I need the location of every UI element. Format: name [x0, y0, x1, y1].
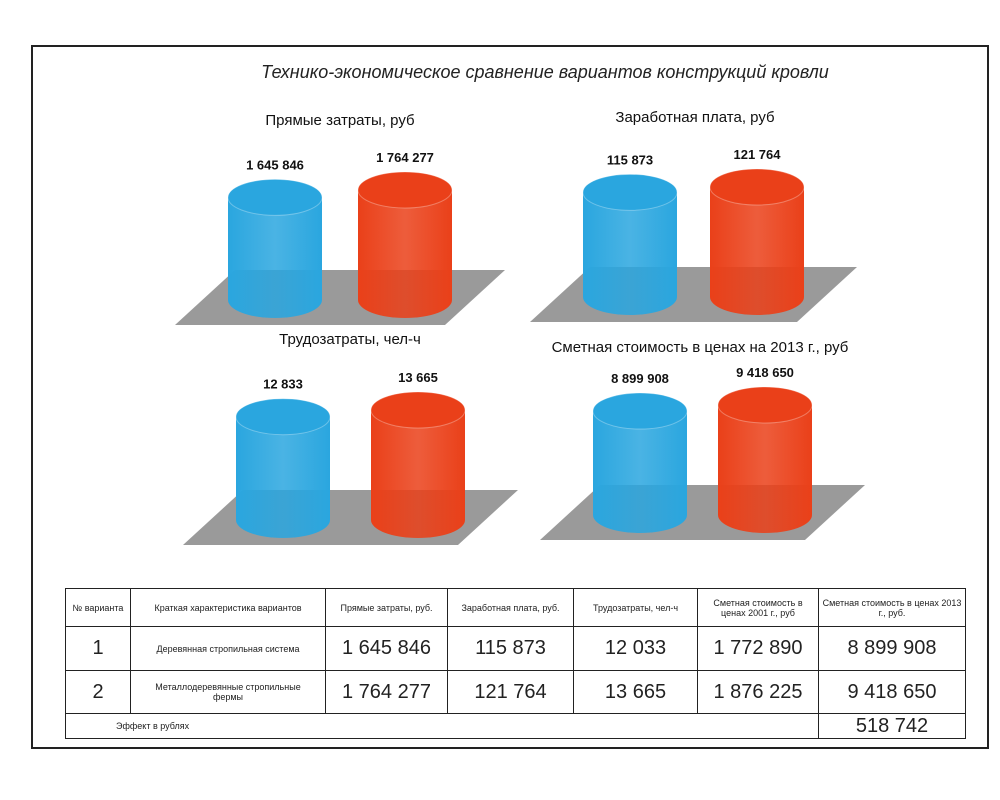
table-cell: 121 764: [447, 670, 574, 714]
table-cell: 115 873: [447, 626, 574, 671]
header-cell: Трудозатраты, чел-ч: [573, 588, 698, 627]
table-cell: Металлодеревянные стропильные фермы: [130, 670, 326, 714]
table-cell: 1 772 890: [697, 626, 819, 671]
value-label: 115 873: [607, 152, 653, 167]
header-cell: Сметная стоимость в ценах 2013 г., руб.: [818, 588, 966, 627]
cylinder-top: [709, 168, 805, 206]
table-cell: 1 764 277: [325, 670, 448, 714]
cylinder: [718, 405, 812, 533]
chart-title: Трудозатраты, чел-ч: [279, 331, 421, 348]
header-cell: Заработная плата, руб.: [447, 588, 574, 627]
header-cell: Сметная стоимость в ценах 2001 г., руб: [697, 588, 819, 627]
table-cell: 1: [65, 626, 131, 671]
cylinder: [236, 416, 330, 538]
table-cell: Деревянная стропильная система: [130, 626, 326, 671]
chart-title: Заработная плата, руб: [615, 109, 774, 126]
value-label: 13 665: [398, 370, 438, 385]
cylinder-top: [235, 398, 331, 436]
cylinder-top: [357, 171, 453, 209]
header-cell: Краткая характеристика вариантов: [130, 588, 326, 627]
table-cell: 1 876 225: [697, 670, 819, 714]
header-cell: Прямые затраты, руб.: [325, 588, 448, 627]
value-label: 9 418 650: [736, 365, 794, 380]
floor: [530, 267, 857, 322]
floor: [175, 270, 505, 325]
cylinder: [593, 411, 687, 533]
header-cell: № варианта: [65, 588, 131, 627]
table-cell: 9 418 650: [818, 670, 966, 714]
value-label: 1 645 846: [246, 157, 304, 172]
sheet-frame: [31, 45, 989, 749]
table-cell: 2: [65, 670, 131, 714]
floor: [540, 485, 865, 540]
cylinder-top: [582, 173, 678, 211]
cylinder: [710, 187, 804, 315]
value-label: 12 833: [263, 377, 303, 392]
value-label: 121 764: [734, 147, 782, 162]
value-label: 8 899 908: [611, 371, 669, 386]
cylinder: [228, 197, 322, 318]
table-cell: 13 665: [573, 670, 698, 714]
table-cell: 1 645 846: [325, 626, 448, 671]
sheet-title: Технико-экономическое сравнение варианто…: [261, 62, 829, 82]
table-cell: 8 899 908: [818, 626, 966, 671]
value-label: 1 764 277: [376, 150, 434, 165]
cylinder: [371, 410, 465, 538]
cylinder-top: [592, 392, 688, 430]
chart-title: Сметная стоимость в ценах на 2013 г., ру…: [552, 339, 849, 356]
cylinder-top: [227, 178, 323, 216]
chart-title: Прямые затраты, руб: [265, 112, 414, 129]
cylinder-top: [717, 386, 813, 424]
cylinder: [358, 190, 452, 318]
effect-value: 518 742: [818, 713, 966, 739]
table-cell: 12 033: [573, 626, 698, 671]
cylinder: [583, 192, 677, 315]
effect-label: Эффект в рублях: [65, 713, 819, 739]
cylinder-top: [370, 391, 466, 429]
floor: [183, 490, 518, 545]
